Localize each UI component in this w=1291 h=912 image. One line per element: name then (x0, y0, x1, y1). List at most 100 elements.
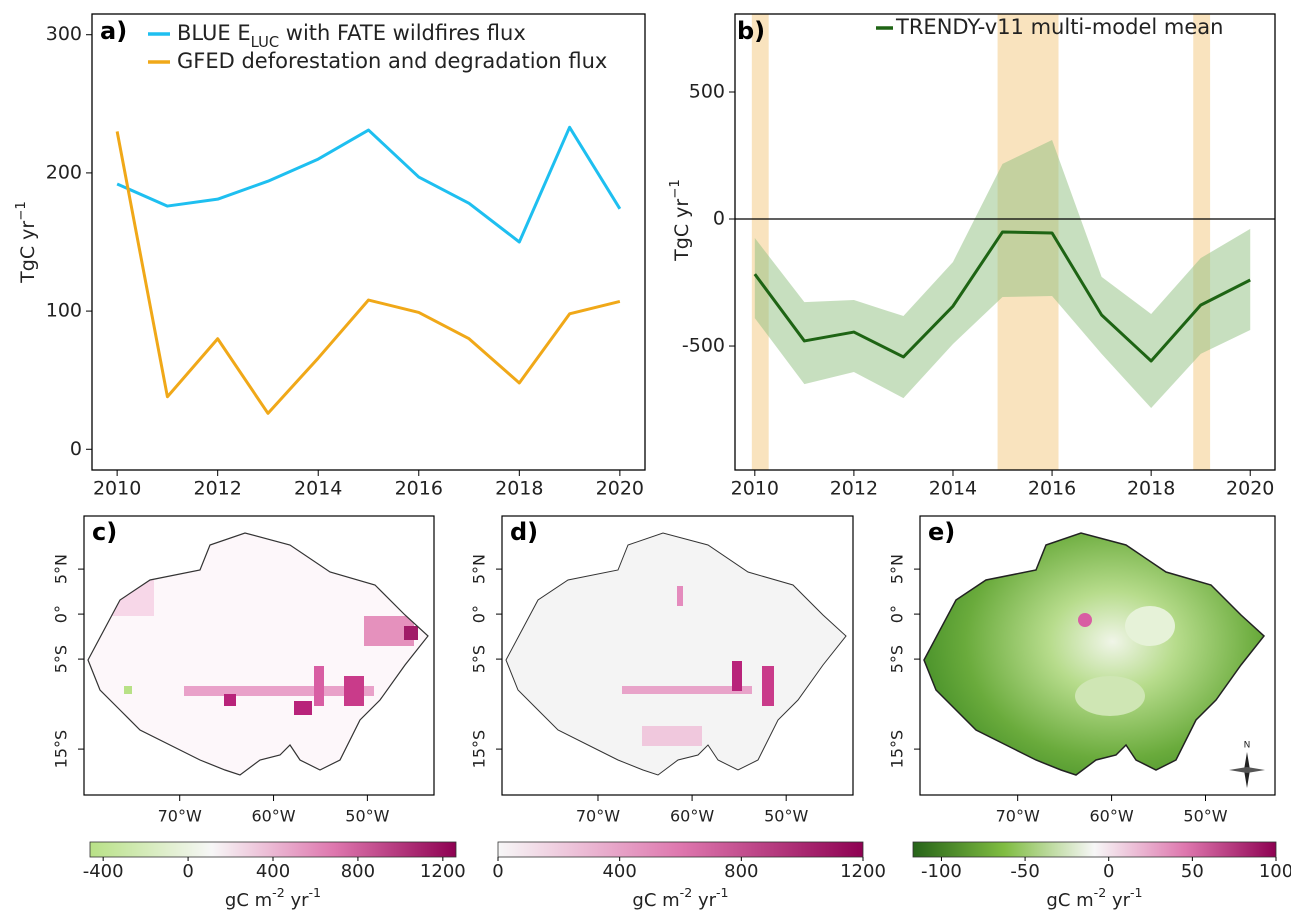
text-part: -1 (1130, 885, 1143, 900)
y-tick-label: 0 (713, 208, 725, 230)
x-tick-label: 2018 (495, 478, 543, 500)
x-tick-label: 2010 (93, 478, 141, 500)
colorbar-label: gC m-2 yr-1 (632, 885, 728, 911)
y-axis-label: TgC yr−1 (668, 179, 693, 262)
y-tick-label: 0° (888, 605, 907, 623)
colorbar (89, 841, 457, 858)
panel-label: c) (92, 518, 117, 546)
colorbar-label: gC m-2 yr-1 (225, 885, 321, 911)
x-tick-label: 2020 (596, 478, 644, 500)
colorbar-tick-label: 100 (1259, 861, 1291, 882)
legend-label: GFED deforestation and degradation flux (177, 49, 607, 73)
panel-label: e) (928, 518, 955, 546)
text-part: yr (692, 890, 716, 911)
y-tick-label: 500 (689, 80, 725, 102)
colorbar-tick-label: 1200 (840, 861, 886, 882)
y-tick-label: 15°S (470, 730, 489, 769)
panel-label: a) (100, 17, 127, 45)
y-tick-label: 5°S (888, 645, 907, 673)
colorbar-tick-label: -50 (1010, 861, 1039, 882)
y-tick-label: 5°S (52, 645, 71, 673)
map-c (87, 532, 429, 776)
text-part: TgC yr (17, 221, 39, 284)
x-tick-label: 60°W (251, 807, 295, 826)
x-tick-label: 2016 (1028, 478, 1076, 500)
highlight-span (751, 14, 769, 470)
colorbar-tick-label: -400 (83, 861, 124, 882)
x-tick-label: 70°W (158, 807, 202, 826)
panel-label: b) (737, 17, 765, 45)
series-line (116, 125, 622, 244)
x-tick-label: 60°W (1089, 807, 1133, 826)
y-tick-label: 15°S (52, 730, 71, 769)
colorbar-tick-label: 0 (182, 861, 193, 882)
colorbar-tick-label: 50 (1181, 861, 1204, 882)
y-tick-label: 5°S (470, 645, 489, 673)
map-e (923, 532, 1265, 776)
y-tick-label: -500 (682, 335, 725, 357)
colorbar-tick-label: 400 (602, 861, 636, 882)
series-line (753, 230, 1251, 363)
y-tick-label: 5°N (470, 554, 489, 584)
legend-label: TRENDY-v11 multi-model mean (895, 15, 1223, 39)
north-label: N (1244, 741, 1251, 751)
map-frame (501, 515, 854, 796)
x-tick-label: 2016 (395, 478, 443, 500)
text-part: LUC (251, 34, 279, 51)
colorbar-tick-label: 1200 (420, 861, 466, 882)
x-tick-label: 2014 (929, 478, 977, 500)
text-part: gC m (1046, 890, 1093, 911)
x-tick-label: 2012 (194, 478, 242, 500)
map-d (505, 532, 847, 776)
y-tick-label: 0° (52, 605, 71, 623)
y-tick-label: 100 (46, 300, 82, 322)
x-tick-label: 50°W (1183, 807, 1227, 826)
text-part: -2 (272, 885, 285, 900)
map-frame (919, 515, 1276, 796)
text-part: -2 (1094, 885, 1107, 900)
colorbar-tick-label: 400 (256, 861, 290, 882)
plot-frame (91, 13, 646, 471)
y-tick-label: 15°S (888, 730, 907, 769)
x-tick-label: 70°W (576, 807, 620, 826)
text-part: yr (285, 890, 309, 911)
colorbar-tick-label: 0 (492, 861, 503, 882)
y-tick-label: 300 (46, 23, 82, 45)
x-tick-label: 2012 (830, 478, 878, 500)
y-tick-label: 5°N (888, 554, 907, 584)
x-tick-label: 50°W (345, 807, 389, 826)
colorbar (497, 841, 864, 858)
text-part: −1 (14, 201, 29, 221)
text-part: TgC yr (671, 199, 693, 262)
panel-label: d) (510, 518, 538, 546)
y-tick-label: 0° (470, 605, 489, 623)
x-tick-label: 60°W (670, 807, 714, 826)
text-part: −1 (668, 179, 683, 199)
map-frame (83, 515, 435, 796)
highlight-span (1193, 14, 1211, 470)
y-tick-label: 5°N (52, 554, 71, 584)
text-part: -2 (680, 885, 693, 900)
text-part: yr (1106, 890, 1130, 911)
text-part: gC m (632, 890, 679, 911)
north-arrow: N (1229, 741, 1265, 788)
colorbar-tick-label: 0 (1103, 861, 1114, 882)
text-part: BLUE E (177, 21, 251, 45)
series-line (115, 131, 621, 415)
x-tick-label: 50°W (764, 807, 808, 826)
y-tick-label: 200 (46, 161, 82, 183)
colorbar-label: gC m-2 yr-1 (1046, 885, 1142, 911)
plot-frame (734, 13, 1276, 471)
colorbar-tick-label: 800 (341, 861, 375, 882)
text-part: -1 (716, 885, 729, 900)
text-part: TRENDY-v11 multi-model mean (895, 15, 1223, 39)
text-part: -1 (309, 885, 322, 900)
x-tick-label: 2010 (731, 478, 779, 500)
text-part: GFED deforestation and degradation flux (177, 49, 607, 73)
x-tick-label: 2014 (294, 478, 342, 500)
x-tick-label: 2020 (1226, 478, 1274, 500)
x-tick-label: 70°W (996, 807, 1040, 826)
y-tick-label: 0 (70, 438, 82, 460)
